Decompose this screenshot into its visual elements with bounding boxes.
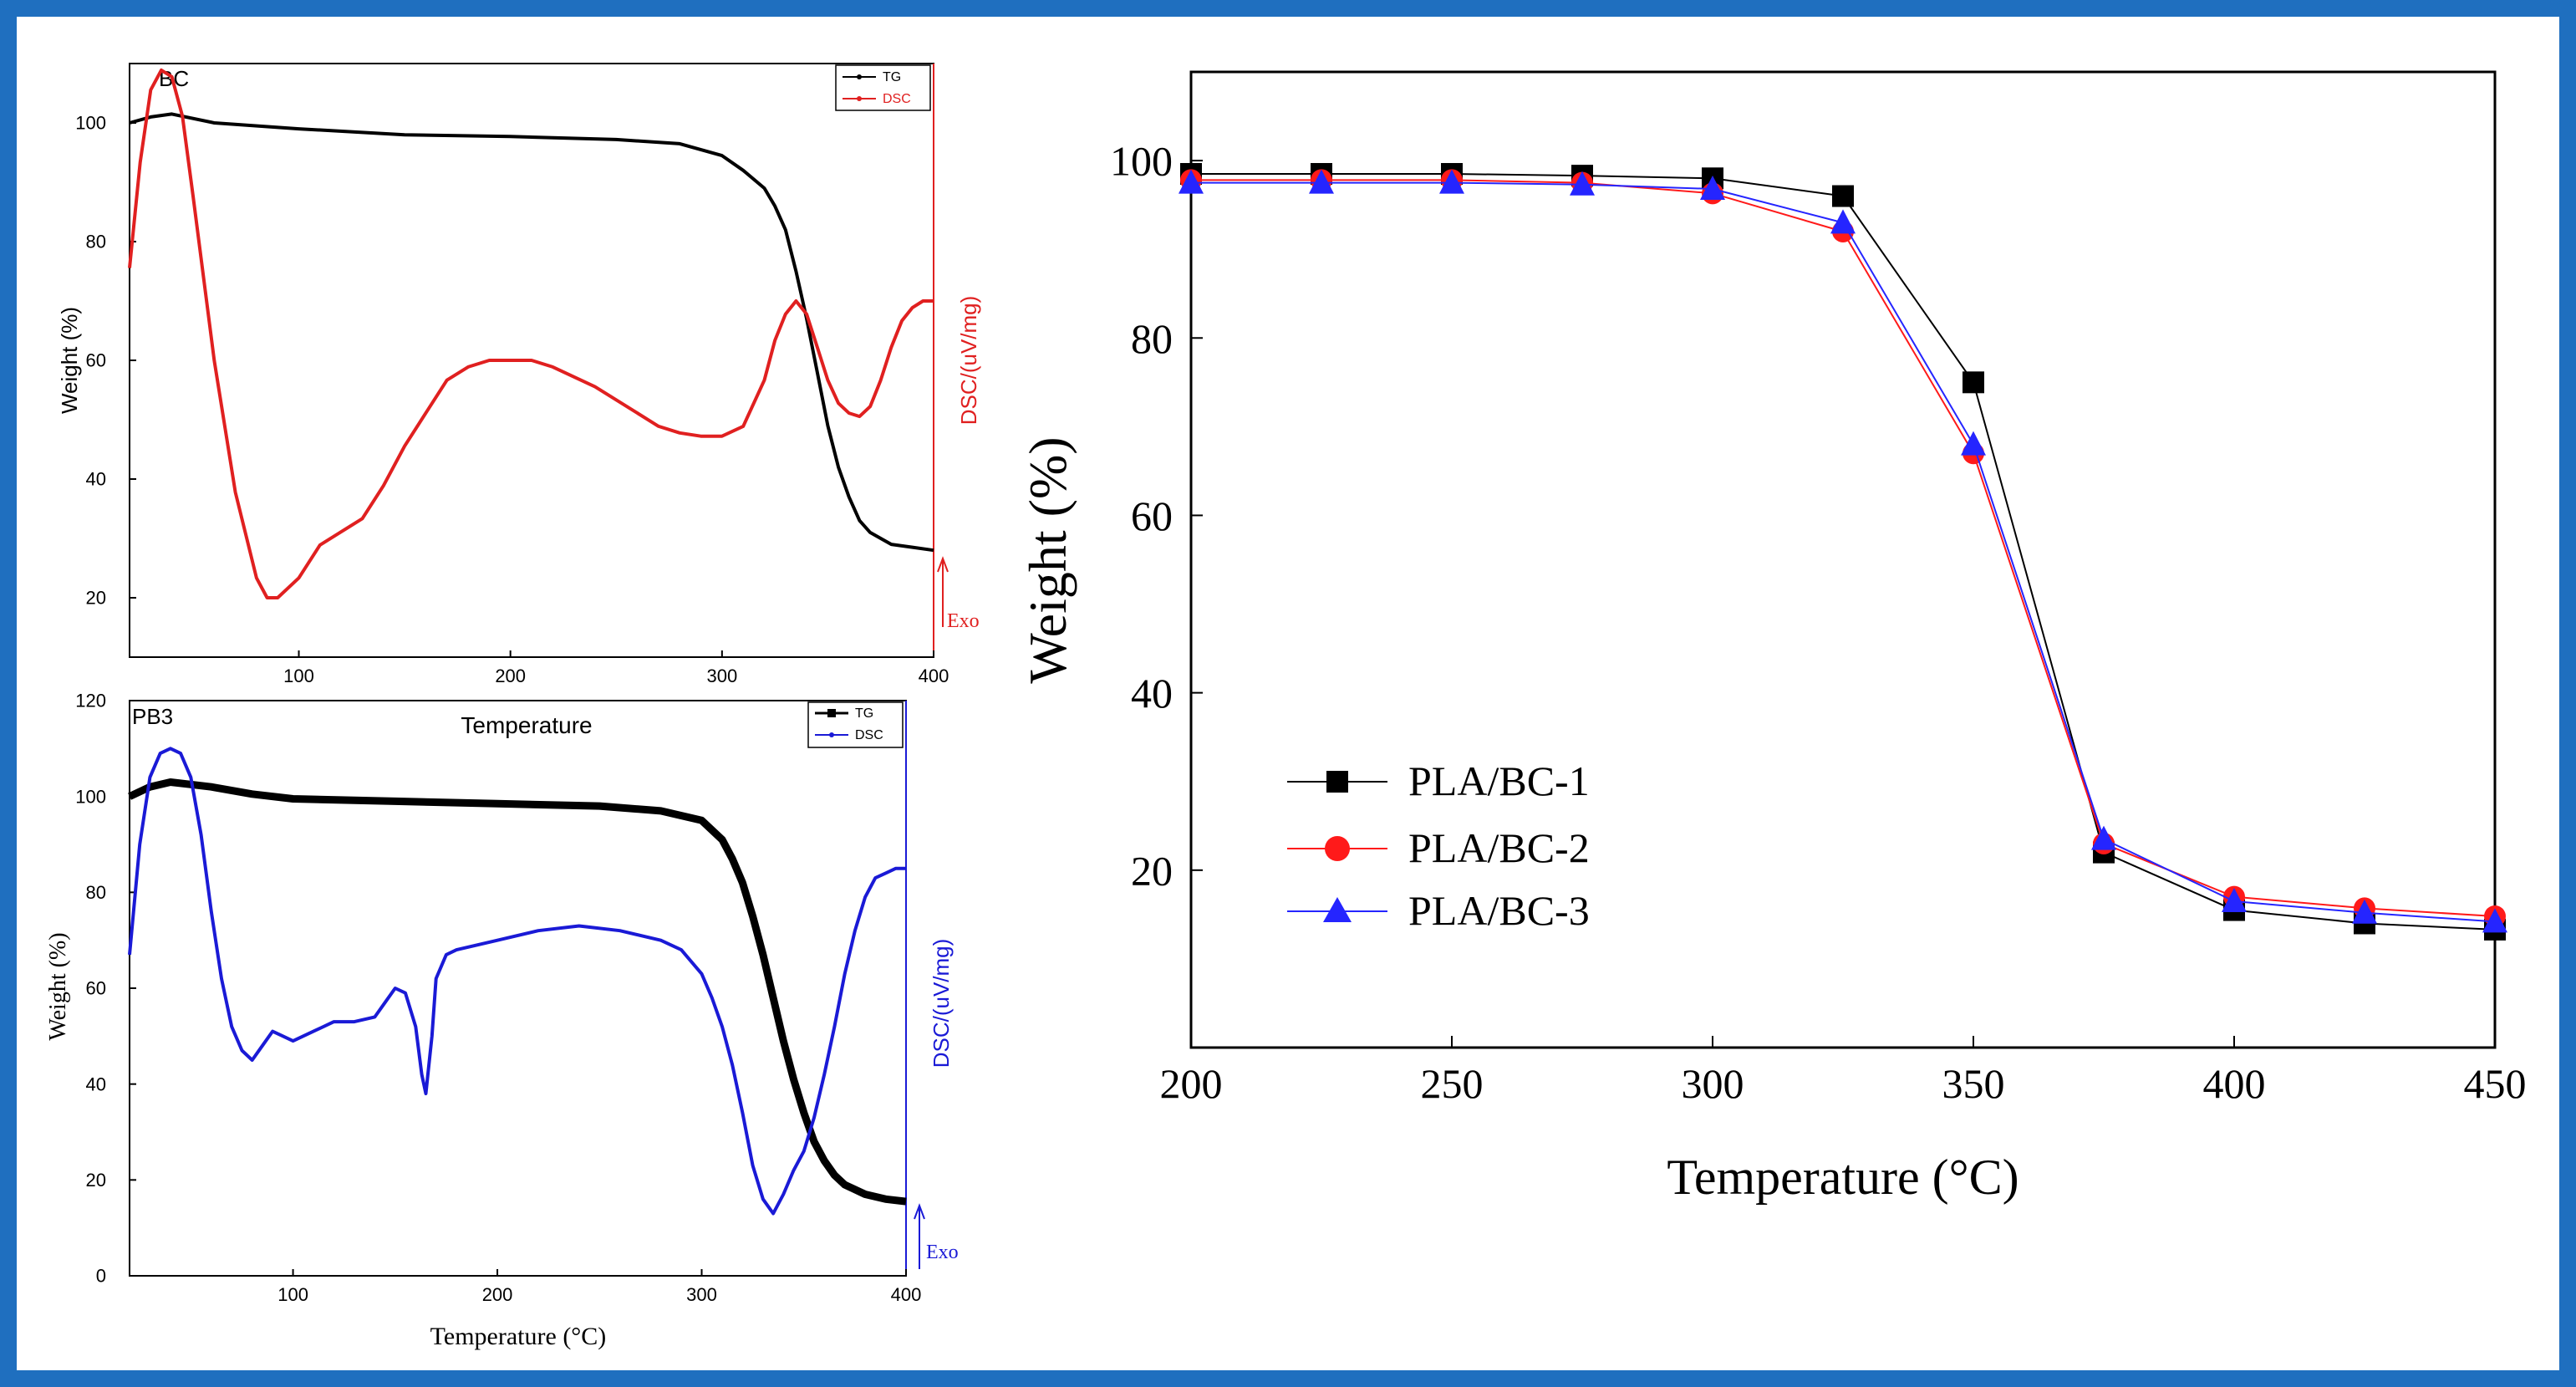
bc-x-tick-label-1: 200 — [495, 665, 526, 686]
pb3-x-tick-label-3: 400 — [891, 1284, 922, 1305]
pla-series-3-point-4 — [1700, 176, 1725, 201]
bc-series-dsc-line — [128, 68, 934, 599]
pb3-legend-dsc-marker — [829, 732, 834, 737]
pla-y-tick-label-0: 20 — [1131, 847, 1173, 894]
pla-series-3-point-2 — [1439, 169, 1464, 194]
pla-legend-marker-1 — [1326, 771, 1348, 793]
bc-y-tick-label-2: 60 — [86, 350, 106, 371]
pb3-title: Temperature — [461, 712, 592, 738]
bc-series-tg-line — [129, 112, 934, 553]
pb3-series-tg-line — [128, 778, 907, 1206]
pb3-panel-label: PB3 — [132, 704, 173, 729]
pla-series-3-point-5 — [1830, 209, 1856, 234]
pla-series-3-point-8 — [2222, 887, 2247, 912]
pb3-y-tick-label-4: 80 — [86, 882, 106, 903]
pb3-exo-label: Exo — [926, 1242, 959, 1263]
pla-legend: PLA/BC-1 PLA/BC-2 PLA/BC-3 — [1287, 757, 1590, 934]
pb3-x-tick-label-2: 300 — [686, 1284, 717, 1305]
bc-y-axis-label: Weight (%) — [57, 307, 82, 414]
pla-x-tick-label-0: 200 — [1160, 1060, 1223, 1107]
pla-y-axis-label: Weight (%) — [1018, 436, 1077, 683]
pla-series-pla-bc-1-line — [1191, 173, 2496, 931]
bc-exo-label: Exo — [947, 610, 980, 632]
pb3-legend — [807, 701, 904, 748]
pb3-y2-axis-label: DSC/(uV/mg) — [929, 939, 954, 1068]
pla-series-3-point-7 — [2091, 825, 2116, 850]
pla-x-tick-label-3: 350 — [1942, 1060, 2005, 1107]
pb3-legend-dsc-label: DSC — [855, 728, 883, 742]
bc-y-tick-label-1: 40 — [86, 469, 106, 490]
pb3-y-tick-label-2: 40 — [86, 1073, 106, 1094]
pb3-y-tick-label-3: 60 — [86, 978, 106, 999]
pla-series-3-point-6 — [1961, 431, 1986, 456]
bc-legend-dsc-label: DSC — [883, 92, 911, 106]
pb3-exo-arrowhead — [914, 1203, 925, 1220]
pla-x-axis-label: Temperature (°C) — [1667, 1150, 2019, 1205]
pb3-y-tick-label-6: 120 — [75, 691, 106, 711]
pla-series-pla-bc-2-line — [1191, 179, 2496, 917]
pla-legend-label-3: PLA/BC-3 — [1408, 887, 1590, 934]
pla-legend-label-2: PLA/BC-2 — [1408, 824, 1590, 871]
pb3-y-tick-label-0: 0 — [96, 1266, 106, 1287]
bc-exo-arrowhead — [937, 556, 949, 573]
pla-series-3-point-1 — [1309, 169, 1334, 194]
pla-series-3-point-0 — [1179, 169, 1204, 194]
pb3-y-tick-label-1: 20 — [86, 1170, 106, 1191]
bc-legend-dsc-marker — [857, 96, 862, 101]
pb3-y-axis-label: Weight (%) — [45, 932, 71, 1040]
pla-series-pla-bc-3-line — [1191, 181, 2496, 923]
chart-bc: BC Weight (%) DSC/(uV/mg) Exo TG DSC 100… — [57, 63, 981, 686]
pla-plot-frame — [1189, 70, 2497, 1049]
bc-x-tick-label-2: 300 — [706, 665, 737, 686]
pla-y-tick-label-4: 100 — [1110, 138, 1173, 185]
bc-x-tick-label-3: 400 — [919, 665, 949, 686]
pb3-legend-tg-marker — [827, 709, 836, 717]
pb3-plot-frame — [129, 700, 907, 1277]
pla-x-tick-label-1: 250 — [1421, 1060, 1484, 1107]
pla-series-3-point-3 — [1570, 171, 1595, 196]
pla-series-1-point-5 — [1832, 185, 1854, 207]
pla-series-1-point-6 — [1963, 371, 1984, 394]
bc-y2-axis-label: DSC/(uV/mg) — [956, 296, 981, 426]
pla-y-tick-label-3: 80 — [1131, 315, 1173, 362]
chart-pla-bc: Weight (%) Temperature (°C) PLA/BC-1 PLA… — [1018, 70, 2527, 1205]
pb3-series-dsc-line — [128, 747, 906, 1216]
pla-x-tick-label-5: 450 — [2464, 1060, 2527, 1107]
pla-series-3-point-10 — [2482, 908, 2507, 933]
pb3-x-tick-label-1: 200 — [482, 1284, 513, 1305]
pla-legend-label-1: PLA/BC-1 — [1408, 757, 1590, 804]
pla-legend-marker-3 — [1323, 897, 1352, 922]
pla-x-tick-label-2: 300 — [1682, 1060, 1744, 1107]
pla-x-tick-label-4: 400 — [2203, 1060, 2266, 1107]
pb3-legend-tg-label: TG — [855, 706, 873, 721]
pla-legend-marker-2 — [1325, 836, 1350, 861]
bc-y-tick-label-4: 100 — [75, 113, 106, 134]
pb3-x-axis-label: Temperature (°C) — [430, 1323, 607, 1350]
pb3-y-tick-label-5: 100 — [75, 786, 106, 807]
bc-y-tick-label-0: 20 — [86, 588, 106, 609]
pla-y-tick-label-2: 60 — [1131, 492, 1173, 539]
pla-y-tick-label-1: 40 — [1131, 670, 1173, 716]
chart-pb3: PB3 Temperature Weight (%) Temperature (… — [45, 691, 959, 1350]
bc-x-tick-label-0: 100 — [283, 665, 314, 686]
bc-legend — [835, 64, 931, 111]
pb3-x-tick-label-0: 100 — [277, 1284, 308, 1305]
bc-y-tick-label-3: 80 — [86, 232, 106, 252]
pla-series-3-point-9 — [2352, 899, 2377, 924]
bc-legend-tg-marker — [857, 74, 862, 79]
bc-legend-tg-label: TG — [883, 70, 901, 84]
